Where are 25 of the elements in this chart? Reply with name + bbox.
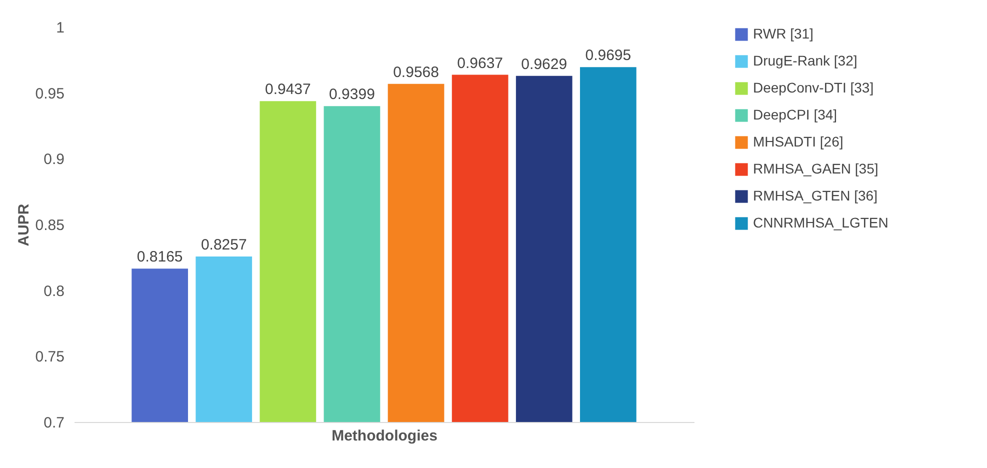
data-label: 0.9437	[264, 81, 311, 98]
x-axis-title: Methodologies	[332, 428, 438, 444]
y-tick-label: 0.85	[35, 217, 64, 234]
data-label: 0.8257	[200, 236, 247, 254]
data-label: 0.8165	[136, 248, 183, 266]
legend-label: MHSADTI [26]	[753, 134, 844, 150]
y-tick-label: 1	[56, 20, 64, 36]
legend-label: DeepConv-DTI [33]	[753, 80, 874, 96]
data-label: 0.9629	[521, 56, 568, 73]
data-label: 0.9399	[329, 86, 375, 104]
y-axis-title: AUPR	[15, 204, 32, 246]
y-tick-label: 0.8	[44, 282, 64, 300]
data-label: 0.9695	[585, 47, 632, 64]
legend-label: CNNRMHSA_LGTEN	[753, 214, 888, 230]
data-label: 0.9568	[393, 64, 439, 81]
legend-label: RMHSA_GAEN [35]	[753, 160, 878, 176]
legend-label: RWR [31]	[753, 26, 814, 42]
y-tick-label: 0.9	[44, 151, 64, 168]
y-tick-label: 0.7	[44, 414, 64, 432]
legend-label: DrugE-Rank [32]	[753, 52, 858, 68]
legend-label: RMHSA_GTEN [36]	[753, 188, 878, 204]
y-tick-label: 0.95	[35, 85, 64, 102]
y-tick-label: 0.75	[35, 348, 64, 366]
legend-label: DeepCPI [34]	[753, 106, 838, 122]
data-label: 0.9637	[457, 54, 504, 72]
